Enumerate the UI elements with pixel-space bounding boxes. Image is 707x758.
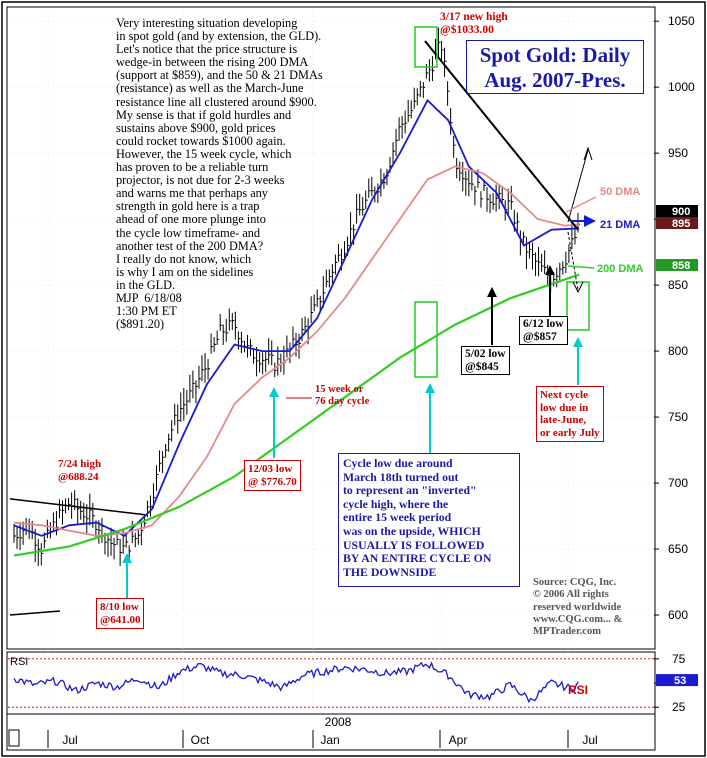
price-tag: 895 [672, 218, 690, 230]
legend-dma21-arrow [584, 215, 596, 227]
rsi-series-label: RSI [568, 683, 588, 697]
dma200-line [13, 273, 580, 557]
price-tick-label: 800 [668, 344, 688, 358]
may-low-label: 5/02 low @$845 [461, 346, 510, 375]
cycle-highlight-box [566, 281, 590, 331]
year-label: 2008 [325, 715, 352, 729]
chart-title-line-1: Spot Gold: Daily [479, 43, 631, 67]
new-high-label: 3/17 new high @$1033.00 [440, 11, 508, 37]
source-credit: Source: CQG, Inc. © 2006 All rights rese… [533, 577, 623, 638]
plunge-projection-head [572, 281, 584, 294]
rsi-panel-label: RSI [10, 656, 28, 668]
analyst-commentary: Very interesting situation developing in… [116, 16, 323, 332]
rsi-tag-bg [656, 674, 698, 687]
price-tag: 858 [672, 260, 690, 272]
dma21-line [13, 98, 580, 537]
june-low-label: 6/12 low @$857 [519, 316, 568, 345]
date-axis-frame [6, 713, 656, 751]
cycle-highlight-box [414, 301, 438, 378]
march-cycle-arrow-head [425, 383, 435, 393]
price-tag: 900 [672, 206, 690, 218]
legend-dma50: 50 DMA [600, 186, 640, 198]
legend-dma50-leader [565, 196, 597, 213]
aug-low-label: 8/10 low @641.00 [96, 598, 145, 629]
date-tick-label: Jul [62, 733, 77, 747]
june-low-arrow-head [545, 265, 555, 275]
may-low-arrow-head [487, 287, 497, 297]
chart-title-line-2: Aug. 2007-Pres. [484, 68, 626, 92]
price-tick-label: 650 [668, 542, 688, 556]
price-tick-label: 1000 [668, 80, 695, 94]
price-tag-bg [656, 259, 698, 271]
price-tick-label: 600 [668, 608, 688, 622]
rsi-tick-label: 25 [672, 700, 686, 714]
dec-low-label: 12/03 low @ $776.70 [244, 460, 301, 491]
aug-cycle-arrow-head [122, 553, 132, 563]
price-tick-label: 950 [668, 146, 688, 160]
legend-dma200-leader [567, 265, 595, 269]
cycle-highlight-box [414, 26, 438, 68]
next-cycle-label: Next cycle low due in late-June, or earl… [536, 386, 604, 442]
legend-dma200: 200 DMA [597, 263, 644, 275]
date-tick-label: Jul [582, 733, 597, 747]
scroll-stub [8, 729, 20, 747]
date-tick-label: Apr [449, 733, 468, 747]
lower-trendline [9, 610, 61, 616]
price-tick-label: 700 [668, 476, 688, 490]
resistance-line [424, 40, 579, 231]
next-cycle-arrow-head [573, 337, 583, 347]
breakout-projection-head [583, 146, 593, 161]
rsi-value-tag: 53 [674, 675, 686, 687]
cycle-commentary-box: Cycle low due around March 18th turned o… [338, 453, 520, 587]
date-tick-label: Oct [191, 733, 210, 747]
july-high-label: 7/24 high @688.24 [58, 458, 102, 484]
date-tick-label: Jan [320, 733, 339, 747]
price-tag-bg [656, 205, 698, 217]
rsi-tick-label: 75 [672, 652, 686, 666]
price-panel-frame [6, 6, 656, 650]
price-tick-label: 1050 [668, 14, 695, 28]
price-tick-label: 750 [668, 410, 688, 424]
chart-title: Spot Gold: Daily Aug. 2007-Pres. [466, 40, 644, 94]
cycle-length-label: 15 week or 76 day cycle [315, 384, 370, 407]
price-tick-label: 850 [668, 278, 688, 292]
dec-cycle-arrow-head [269, 387, 279, 397]
legend-dma21: 21 DMA [600, 219, 640, 231]
price-tag-bg [656, 217, 698, 229]
july-trendline [9, 498, 146, 516]
rsi-line [13, 661, 579, 703]
